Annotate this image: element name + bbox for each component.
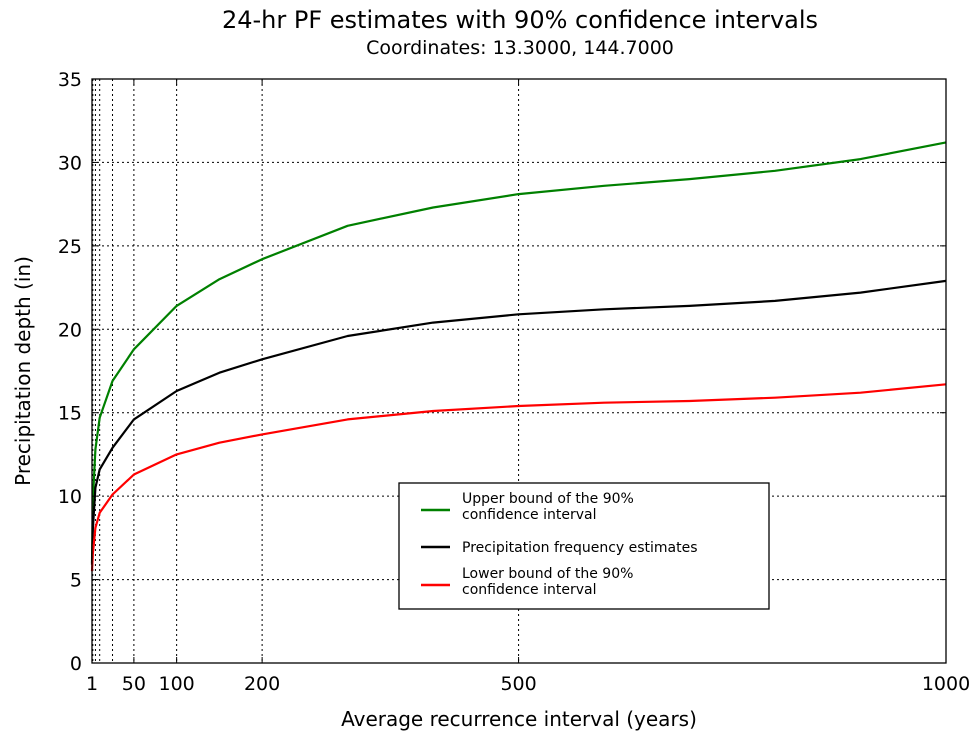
y-tick-label: 20 bbox=[58, 319, 82, 341]
y-tick-label: 30 bbox=[58, 152, 82, 174]
y-tick-label: 5 bbox=[70, 570, 82, 592]
x-tick-label: 50 bbox=[122, 673, 146, 695]
x-tick-label: 200 bbox=[244, 673, 280, 695]
legend-label-0: Upper bound of the 90% bbox=[462, 491, 634, 507]
y-axis-label: Precipitation depth (in) bbox=[11, 256, 35, 486]
x-axis-label: Average recurrence interval (years) bbox=[341, 707, 697, 731]
y-tick-label: 35 bbox=[58, 69, 82, 91]
y-tick-label: 15 bbox=[58, 403, 82, 425]
x-tick-label: 100 bbox=[158, 673, 194, 695]
legend: Upper bound of the 90%confidence interva… bbox=[399, 483, 769, 609]
x-tick-label: 1000 bbox=[922, 673, 970, 695]
legend-label-0: confidence interval bbox=[462, 507, 596, 523]
legend-label-1: Precipitation frequency estimates bbox=[462, 540, 698, 556]
x-tick-label: 1 bbox=[86, 673, 98, 695]
y-tick-label: 10 bbox=[58, 486, 82, 508]
legend-label-2: confidence interval bbox=[462, 582, 596, 598]
y-tick-label: 0 bbox=[70, 653, 82, 675]
y-tick-label: 25 bbox=[58, 236, 82, 258]
x-tick-label: 500 bbox=[500, 673, 536, 695]
legend-label-2: Lower bound of the 90% bbox=[462, 566, 633, 582]
